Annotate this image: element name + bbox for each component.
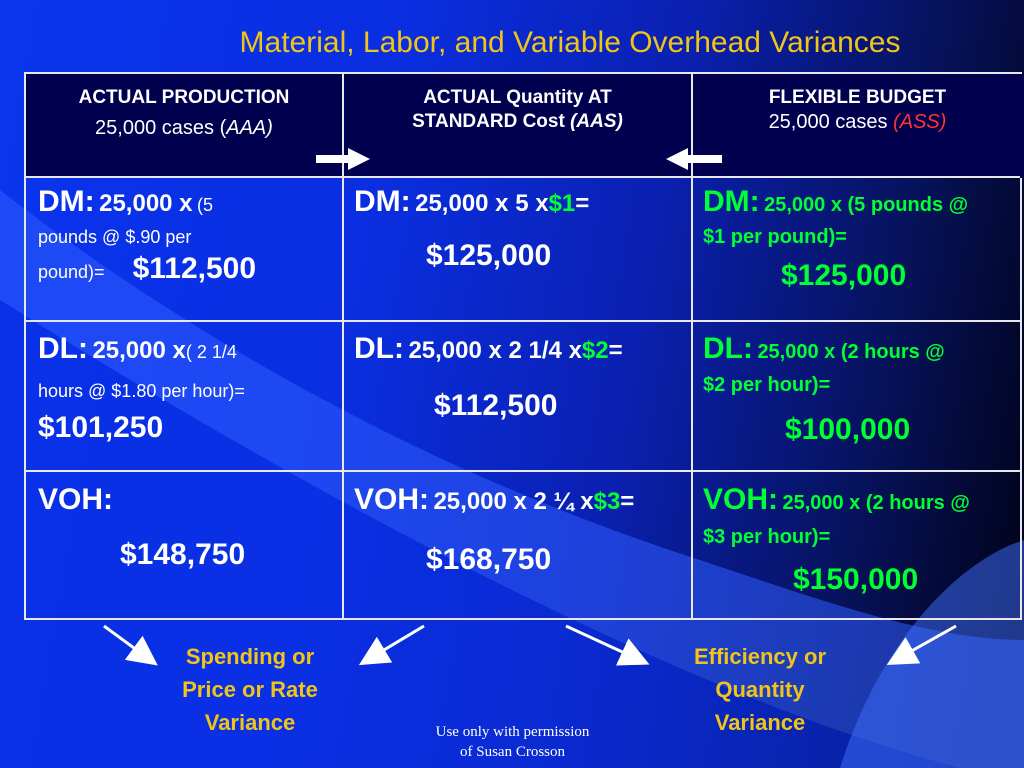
label-line: Efficiency or <box>693 644 827 669</box>
label-line: Variance <box>714 710 806 735</box>
cell-calc: 25,000 x 2 1/4 x <box>408 337 582 364</box>
cell-calc: 25,000 x <box>92 337 186 364</box>
cell-label: DM: <box>703 185 760 218</box>
cell-calc: 25,000 x (5 pounds @ <box>764 194 969 216</box>
header-code: (AAS) <box>570 111 623 132</box>
cell-label: DM: <box>354 185 411 218</box>
page-title: Material, Labor, and Variable Overhead V… <box>239 26 901 59</box>
dl-actual-cell: DL: 25,000 x( 2 1/4 hours @ $1.80 per ho… <box>38 332 338 445</box>
cell-calc: 25,000 x 5 x <box>415 190 549 217</box>
cell-total: $125,000 <box>781 259 907 292</box>
cell-total: $112,500 <box>132 252 257 285</box>
cell-calc: $2 per hour)= <box>703 374 831 396</box>
column-divider <box>342 74 344 618</box>
cell-eq: = <box>608 337 623 364</box>
cell-calc: 25,000 x (2 hours @ <box>757 341 945 363</box>
header-subline-text: STANDARD Cost <box>412 111 571 132</box>
cell-calc: (5 <box>196 195 213 215</box>
label-line: Price or Rate <box>182 677 318 702</box>
right-arrow-icon <box>316 148 370 170</box>
cell-calc: 25,000 x (2 hours @ <box>782 492 970 514</box>
cell-calc: $1 per pound)= <box>703 226 847 248</box>
voh-aqsc-cell: VOH: 25,000 x 2 ¼ x$3= $168,750 <box>354 482 684 577</box>
header-actual-qty-std-cost: ACTUAL Quantity AT STANDARD Cost (AAS) <box>344 86 691 134</box>
cell-calc: hours @ $1.80 per hour)= <box>38 381 245 401</box>
cell-calc: pounds @ $.90 per <box>38 227 192 247</box>
cell-total: $125,000 <box>426 239 552 272</box>
cell-label: DL: <box>703 332 753 365</box>
footnote-line: of Susan Crosson <box>459 744 565 760</box>
cell-label: VOH: <box>38 483 113 516</box>
header-subline-text: 25,000 cases <box>768 111 894 133</box>
cell-total: $112,500 <box>434 389 558 422</box>
voh-actual-cell: VOH: $148,750 <box>38 482 338 572</box>
cell-total: $101,250 <box>38 411 164 444</box>
variance-table: ACTUAL PRODUCTION 25,000 cases (AAA) ACT… <box>24 72 1024 620</box>
header-subline: STANDARD Cost (AAS) <box>344 110 691 134</box>
cell-label: DM: <box>38 185 95 218</box>
label-line: Spending or <box>185 644 315 669</box>
left-arrow-icon <box>666 148 722 170</box>
header-subline-text: 25,000 cases ( <box>95 117 227 139</box>
row-divider <box>26 176 1020 178</box>
cell-total: $148,750 <box>120 538 246 571</box>
cell-calc: 25,000 x 2 ¼ x <box>433 488 594 515</box>
efficiency-variance-label: Efficiency or Quantity Variance <box>640 640 880 739</box>
row-divider <box>26 470 1020 472</box>
permission-footnote: Use only with permission of Susan Crosso… <box>400 722 625 762</box>
table-header-row <box>26 74 1024 178</box>
cell-label: VOH: <box>354 483 429 516</box>
spending-variance-label: Spending or Price or Rate Variance <box>130 640 370 739</box>
cell-label: VOH: <box>703 483 778 516</box>
cell-label: DL: <box>38 332 88 365</box>
cell-total: $100,000 <box>785 413 911 446</box>
footnote-line: Use only with permission <box>435 724 590 740</box>
cell-calc: ( 2 1/4 <box>185 342 237 362</box>
dm-aqsc-cell: DM: 25,000 x 5 x$1= $125,000 <box>354 186 684 273</box>
cell-calc: $3 per hour)= <box>703 526 831 548</box>
dl-flex-cell: DL: 25,000 x (2 hours @ $2 per hour)= $1… <box>703 332 1021 447</box>
label-line: Variance <box>204 710 296 735</box>
column-divider <box>691 74 693 618</box>
header-code: (ASS) <box>893 111 947 133</box>
label-line: Quantity <box>715 677 805 702</box>
cell-calc: 25,000 x <box>99 190 193 217</box>
header-line: ACTUAL Quantity AT <box>423 87 612 108</box>
voh-flex-cell: VOH: 25,000 x (2 hours @ $3 per hour)= $… <box>703 482 1021 597</box>
cell-rate: $3 <box>593 488 621 515</box>
dm-flex-cell: DM: 25,000 x (5 pounds @ $1 per pound)= … <box>703 186 1021 293</box>
header-subline: 25,000 cases (AAA) <box>26 116 342 140</box>
header-line: ACTUAL PRODUCTION <box>78 87 290 108</box>
cell-eq: = <box>575 190 590 217</box>
header-actual-production: ACTUAL PRODUCTION 25,000 cases (AAA) <box>26 86 342 140</box>
header-line: FLEXIBLE BUDGET <box>768 87 947 108</box>
cell-rate: $1 <box>548 190 576 217</box>
cell-total: $150,000 <box>793 563 919 596</box>
header-subline: 25,000 cases (ASS) <box>693 110 1022 134</box>
header-code: AAA) <box>226 117 273 139</box>
cell-eq: = <box>620 488 635 515</box>
cell-label: DL: <box>354 332 404 365</box>
dl-aqsc-cell: DL: 25,000 x 2 1/4 x$2= $112,500 <box>354 332 684 423</box>
cell-rate: $2 <box>581 337 609 364</box>
row-divider <box>26 320 1020 322</box>
cell-calc: pound)= <box>38 262 105 282</box>
cell-total: $168,750 <box>426 543 552 576</box>
dm-actual-cell: DM: 25,000 x (5 pounds @ $.90 per pound)… <box>38 186 338 292</box>
header-flexible-budget: FLEXIBLE BUDGET 25,000 cases (ASS) <box>693 86 1022 134</box>
